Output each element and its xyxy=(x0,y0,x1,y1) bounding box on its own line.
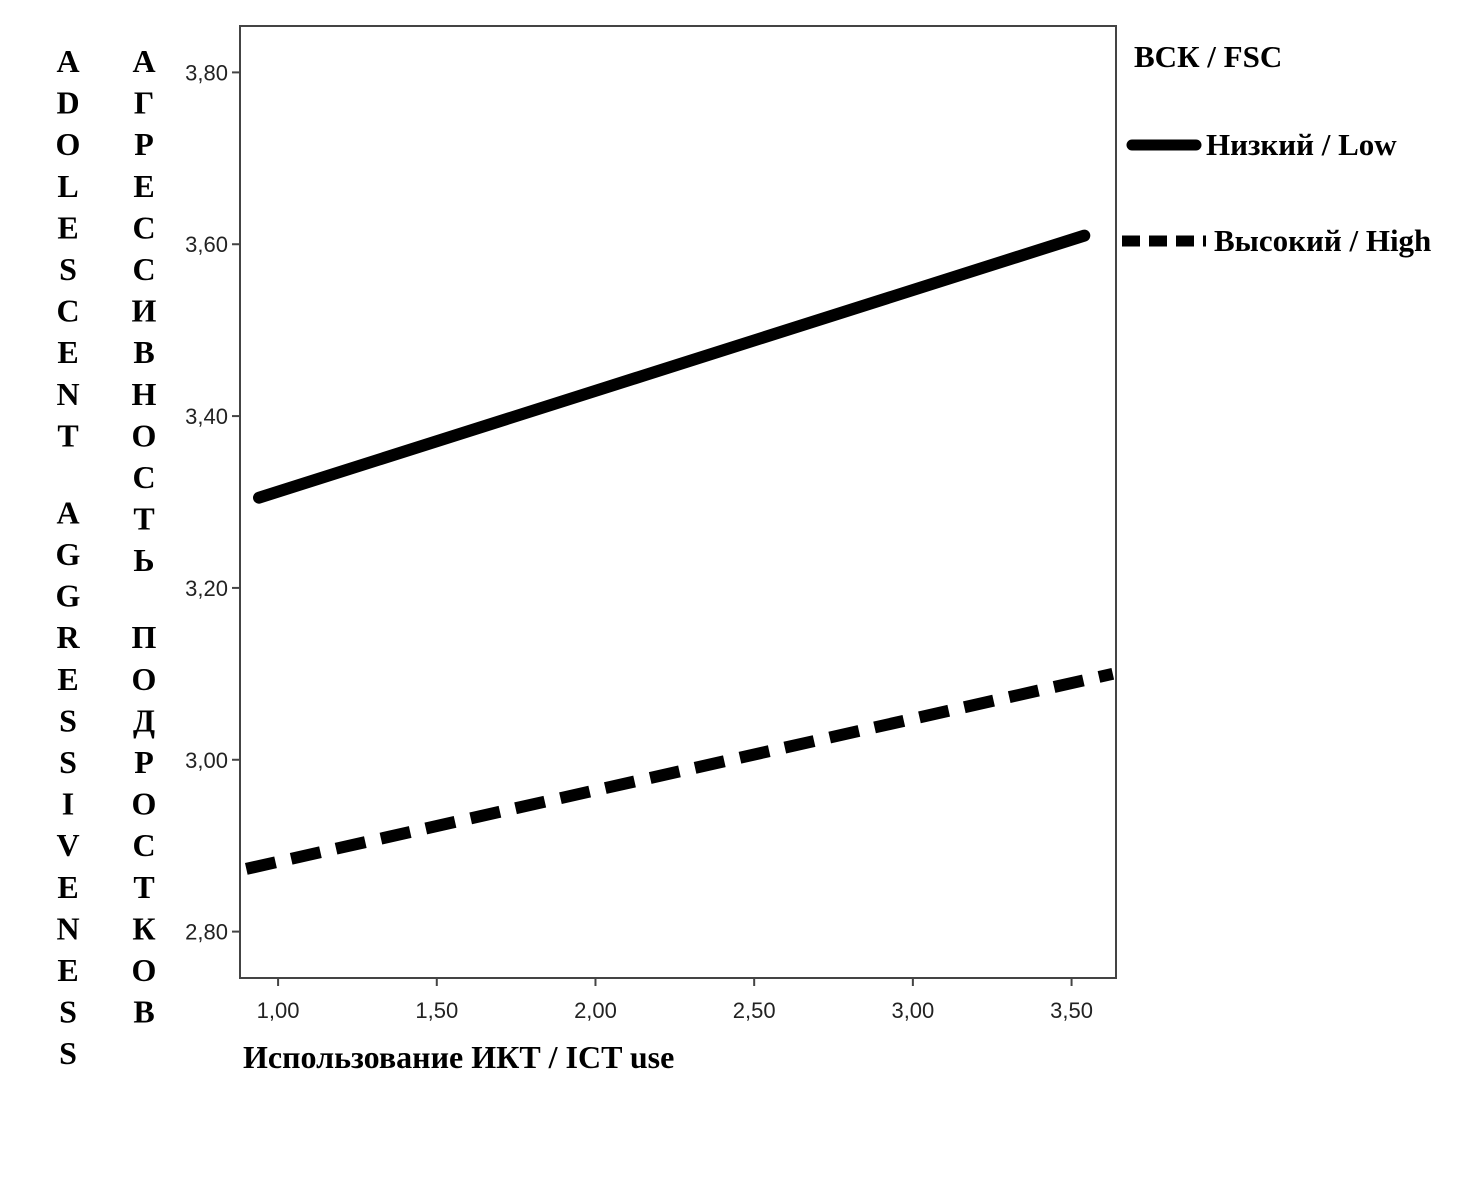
y-tick-label: 3,00 xyxy=(185,748,228,773)
x-tick-label: 2,00 xyxy=(574,998,617,1023)
y-tick-label: 3,20 xyxy=(185,576,228,601)
legend-label: Низкий / Low xyxy=(1206,127,1397,162)
y-tick-label: 3,80 xyxy=(185,60,228,85)
y-tick-label: 2,80 xyxy=(185,920,228,945)
y-tick-label: 3,60 xyxy=(185,232,228,257)
series-line-high xyxy=(244,667,1115,875)
series-group xyxy=(244,229,1115,875)
x-tick-label: 2,50 xyxy=(733,998,776,1023)
x-tick-label: 1,00 xyxy=(257,998,300,1023)
y-axis-title: A D O L E S C E N T A G G R E S S I V E N E S S А Г Р Е С С И В Н О С Т Ь П О Д… xyxy=(56,43,157,1071)
y-axis: 2,80 3,00 3,20 3,40 3,60 3,80 xyxy=(185,60,240,945)
legend-title: ВСК / FSC xyxy=(1134,39,1282,74)
plot-frame xyxy=(239,25,1117,979)
x-tick-label: 3,50 xyxy=(1050,998,1093,1023)
x-axis-title: Использование ИКТ / ICT use xyxy=(243,1039,674,1075)
series-line-low xyxy=(253,229,1091,504)
y-tick-label: 3,40 xyxy=(185,404,228,429)
x-axis: 1,00 1,50 2,00 2,50 3,00 3,50 xyxy=(257,978,1093,1023)
x-tick-label: 3,00 xyxy=(891,998,934,1023)
x-tick-label: 1,50 xyxy=(415,998,458,1023)
legend-label: Высокий / High xyxy=(1214,223,1431,258)
legend: ВСК / FSC Низкий / Low Высокий / High xyxy=(1122,39,1431,258)
